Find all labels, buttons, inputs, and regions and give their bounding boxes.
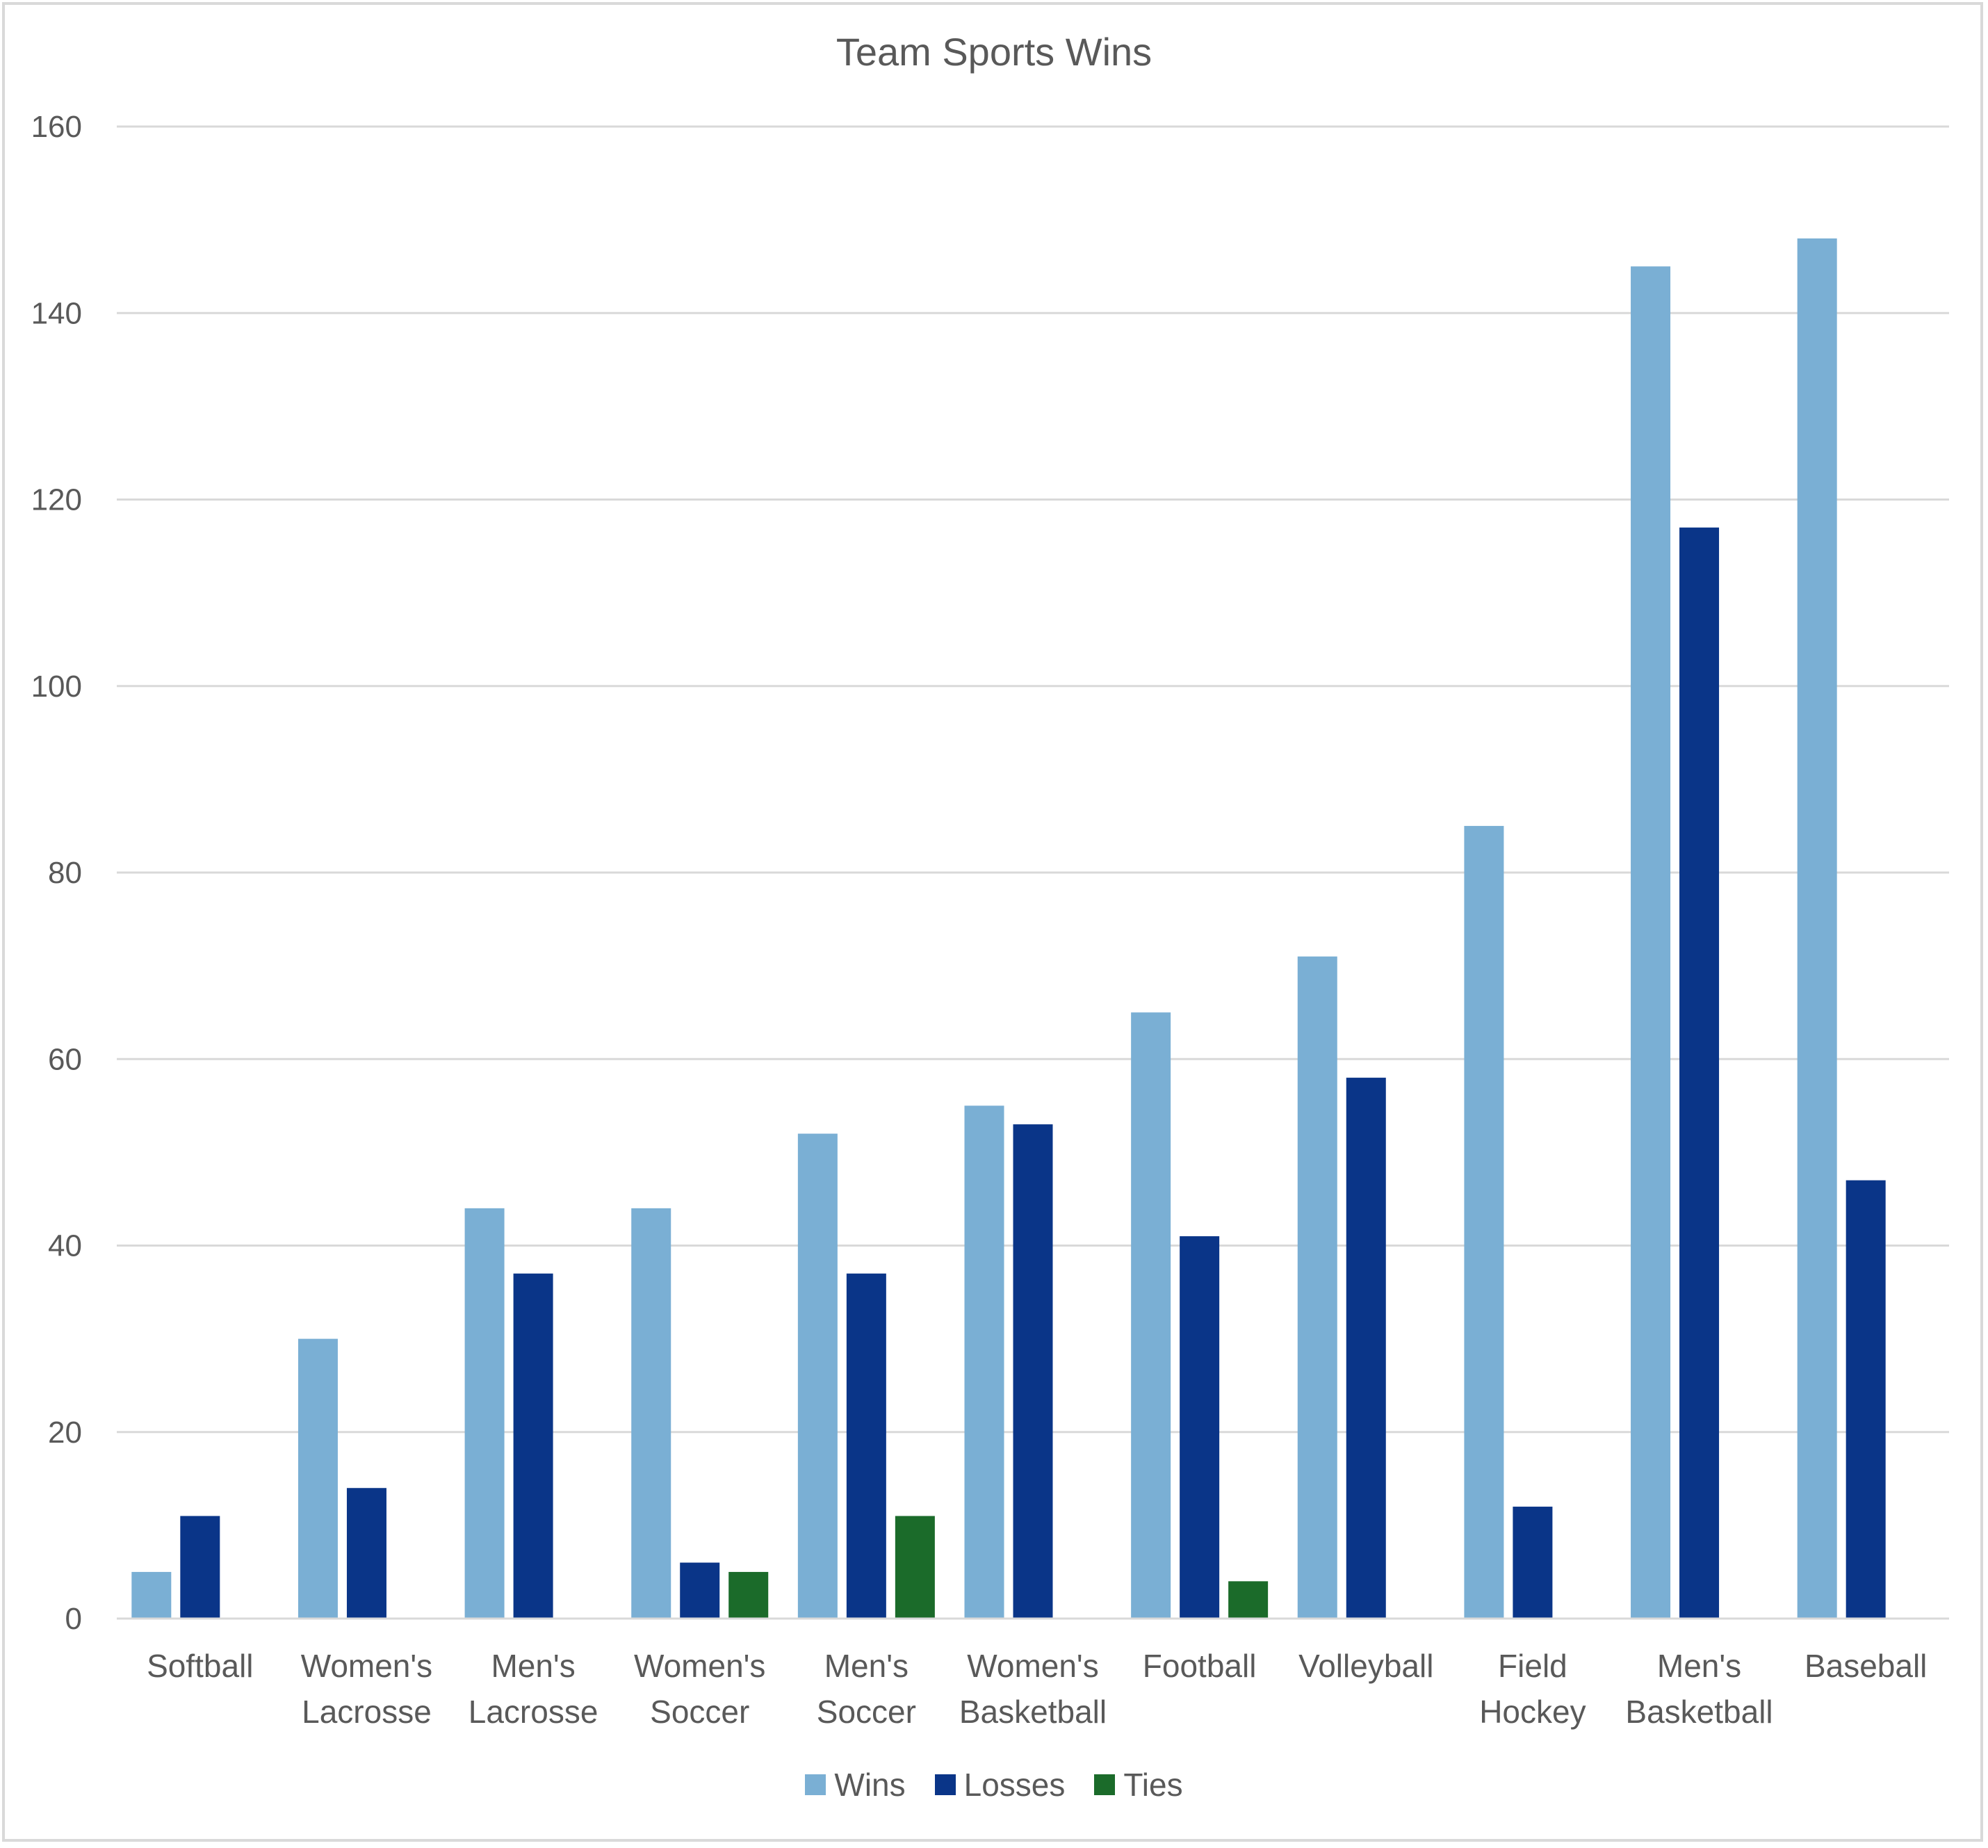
legend-label: Ties [1123, 1767, 1183, 1803]
x-category-label: Softball [147, 1648, 253, 1684]
y-tick-label: 0 [65, 1602, 82, 1636]
bar-losses [846, 1273, 886, 1619]
y-axis-tick-labels: 0 20 40 60 80 100 120 140 160 [31, 110, 82, 1636]
x-category-label: Men's [824, 1648, 909, 1684]
bar-wins [1131, 1012, 1171, 1619]
bar-wins [1797, 238, 1837, 1619]
x-category-label: Field [1498, 1648, 1567, 1684]
bar-wins [298, 1338, 338, 1619]
bar-losses [1679, 527, 1720, 1619]
bar-wins [464, 1208, 505, 1619]
bar-losses [1180, 1236, 1220, 1619]
x-category-label: Soccer [817, 1694, 916, 1730]
x-category-label: Soccer [650, 1694, 749, 1730]
x-category-label: Men's [1657, 1648, 1741, 1684]
legend-item-ties: Ties [1094, 1766, 1183, 1804]
legend-label: Wins [834, 1767, 906, 1803]
chart-title: Team Sports Wins [836, 30, 1152, 74]
x-category-label: Lacrosse [469, 1694, 598, 1730]
bars [131, 238, 1886, 1619]
x-category-label: Baseball [1804, 1648, 1927, 1684]
x-category-label: Women's [634, 1648, 765, 1684]
x-category-label: Volleyball [1298, 1648, 1433, 1684]
y-tick-label: 80 [48, 856, 82, 890]
legend-swatch [1094, 1774, 1116, 1795]
y-tick-label: 120 [31, 483, 82, 517]
bar-losses [513, 1273, 553, 1619]
legend: Wins Losses Ties [0, 1766, 1988, 1804]
bar-wins [964, 1105, 1004, 1619]
legend-item-losses: Losses [934, 1766, 1066, 1804]
bar-wins [797, 1133, 838, 1619]
x-category-label: Lacrosse [302, 1694, 432, 1730]
bar-wins [1297, 956, 1337, 1619]
bar-losses [1013, 1124, 1053, 1619]
x-category-label: Women's [301, 1648, 432, 1684]
y-tick-label: 140 [31, 296, 82, 330]
bar-wins [131, 1571, 172, 1619]
y-tick-label: 60 [48, 1042, 82, 1076]
bar-ties [895, 1516, 935, 1619]
bar-losses [346, 1488, 386, 1619]
bar-losses [680, 1562, 720, 1619]
bar-wins [1631, 266, 1671, 1619]
legend-item-wins: Wins [805, 1766, 906, 1804]
x-category-label: Basketball [1625, 1694, 1773, 1730]
x-category-label: Basketball [959, 1694, 1107, 1730]
bar-losses [180, 1516, 220, 1619]
bar-wins [1464, 825, 1504, 1619]
y-tick-label: 100 [31, 670, 82, 704]
legend-label: Losses [963, 1767, 1066, 1803]
bar-ties [1228, 1581, 1269, 1619]
legend-swatch [934, 1774, 956, 1795]
x-category-label: Men's [491, 1648, 575, 1684]
y-tick-label: 20 [48, 1416, 82, 1450]
bar-losses [1846, 1180, 1886, 1619]
bar-losses [1513, 1507, 1553, 1619]
bar-ties [728, 1571, 769, 1619]
x-category-label: Football [1143, 1648, 1257, 1684]
bar-losses [1346, 1078, 1386, 1619]
y-tick-label: 160 [31, 110, 82, 144]
y-tick-label: 40 [48, 1229, 82, 1263]
legend-swatch [805, 1774, 826, 1795]
x-category-label: Women's [967, 1648, 1098, 1684]
x-axis-category-labels: Softball Women's Lacrosse Men's Lacrosse Wome… [147, 1648, 1927, 1730]
x-category-label: Hockey [1479, 1694, 1586, 1730]
bar-wins [631, 1208, 671, 1619]
